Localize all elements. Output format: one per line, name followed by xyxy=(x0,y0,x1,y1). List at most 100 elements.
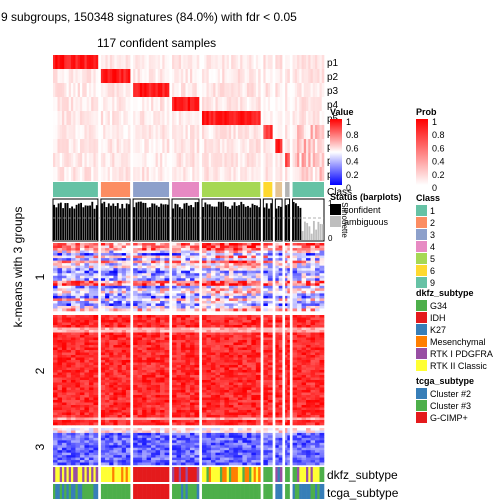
heatmap-cell xyxy=(155,275,161,279)
heatmap-cell xyxy=(125,270,131,274)
heatmap-cell xyxy=(278,350,283,353)
heatmap-cell xyxy=(121,268,127,272)
membership-cell xyxy=(233,111,236,125)
membership-cell xyxy=(196,139,200,153)
heatmap-cell xyxy=(210,295,216,299)
heatmap-cell xyxy=(301,397,307,401)
silhouette-bar xyxy=(263,207,266,240)
membership-cell xyxy=(86,125,90,139)
heatmap-cell xyxy=(117,283,123,287)
heatmap-cell xyxy=(164,337,170,341)
heatmap-cell xyxy=(146,250,152,254)
heatmap-cell xyxy=(121,278,127,282)
heatmap-cell xyxy=(113,327,118,331)
silhouette-bar xyxy=(181,208,184,240)
heatmap-cell xyxy=(228,385,234,388)
membership-cell xyxy=(91,167,94,181)
membership-cell xyxy=(242,69,245,83)
membership-cell xyxy=(146,167,150,181)
heatmap-cell xyxy=(267,275,273,279)
heatmap-cell xyxy=(246,298,252,302)
heatmap-cell xyxy=(278,268,283,272)
heatmap-cell xyxy=(210,270,216,274)
heatmap-cell xyxy=(121,392,127,396)
membership-cell xyxy=(255,69,259,83)
membership-cell xyxy=(310,55,314,69)
heatmap-cell xyxy=(176,300,182,304)
silhouette-bar xyxy=(208,204,211,240)
heatmap-cell xyxy=(57,303,63,307)
heatmap-cell xyxy=(151,275,156,279)
membership-cell xyxy=(95,167,99,181)
heatmap-cell xyxy=(263,365,269,368)
membership-cell xyxy=(153,69,156,83)
membership-cell xyxy=(116,69,120,83)
heatmap-cell xyxy=(206,327,212,331)
heatmap-cell xyxy=(251,258,257,261)
heatmap-cell xyxy=(310,395,316,398)
heatmap-cell xyxy=(242,345,248,348)
heatmap-cell xyxy=(172,360,177,363)
heatmap-cell xyxy=(237,340,243,343)
membership-cell xyxy=(285,167,288,181)
membership-cell xyxy=(66,111,70,125)
heatmap-cell xyxy=(285,255,288,259)
membership-cell xyxy=(224,83,227,97)
heatmap-cell xyxy=(100,305,106,309)
heatmap-cell xyxy=(61,288,67,292)
heatmap-cell xyxy=(137,330,143,333)
membership-cell xyxy=(294,125,298,139)
heatmap-cell xyxy=(93,283,99,287)
heatmap-cell xyxy=(215,410,221,413)
membership-cell xyxy=(95,153,99,167)
heatmap-cell xyxy=(121,327,127,331)
heatmap-cell xyxy=(292,377,298,381)
heatmap-cell xyxy=(228,258,234,261)
heatmap-cell xyxy=(79,265,85,269)
membership-cell xyxy=(204,111,207,125)
heatmap-cell xyxy=(88,308,94,312)
heatmap-cell xyxy=(275,258,280,261)
heatmap-cell xyxy=(246,293,252,297)
heatmap-cell xyxy=(297,370,302,373)
heatmap-cell xyxy=(310,260,316,264)
heatmap-cell xyxy=(206,395,212,398)
membership-cell xyxy=(206,125,210,139)
membership-cell xyxy=(192,125,195,139)
heatmap-cell xyxy=(287,350,290,353)
heatmap-cell xyxy=(292,290,298,294)
membership-cell xyxy=(310,83,314,97)
heatmap-cell xyxy=(315,407,320,411)
heatmap-cell xyxy=(105,275,110,279)
membership-cell xyxy=(55,167,58,181)
heatmap-cell xyxy=(315,412,320,416)
heatmap-cell xyxy=(319,260,325,264)
silhouette-bar xyxy=(224,206,227,240)
membership-cell xyxy=(160,97,163,111)
silhouette-bar xyxy=(64,203,67,240)
heatmap-cell xyxy=(121,367,127,371)
membership-cell xyxy=(148,83,152,97)
membership-cell xyxy=(103,125,106,139)
membership-cell xyxy=(64,97,67,111)
heatmap-cell xyxy=(263,253,269,256)
membership-cell xyxy=(114,153,117,167)
heatmap-cell xyxy=(70,327,76,331)
heatmap-cell xyxy=(57,340,63,343)
membership-cell xyxy=(153,167,156,181)
heatmap-cell xyxy=(267,357,273,361)
membership-cell xyxy=(127,55,131,69)
heatmap-cell xyxy=(215,337,221,341)
heatmap-cell xyxy=(242,387,248,391)
heatmap-cell xyxy=(133,375,138,378)
heatmap-cell xyxy=(151,303,156,307)
heatmap-cell xyxy=(206,352,212,356)
heatmap-cell xyxy=(172,365,177,368)
heatmap-cell xyxy=(242,327,248,331)
membership-cell xyxy=(103,55,106,69)
heatmap-cell xyxy=(117,342,123,346)
heatmap-cell xyxy=(57,332,63,336)
heatmap-cell xyxy=(88,407,94,411)
heatmap-cell xyxy=(105,367,110,371)
heatmap-cell xyxy=(233,407,239,411)
